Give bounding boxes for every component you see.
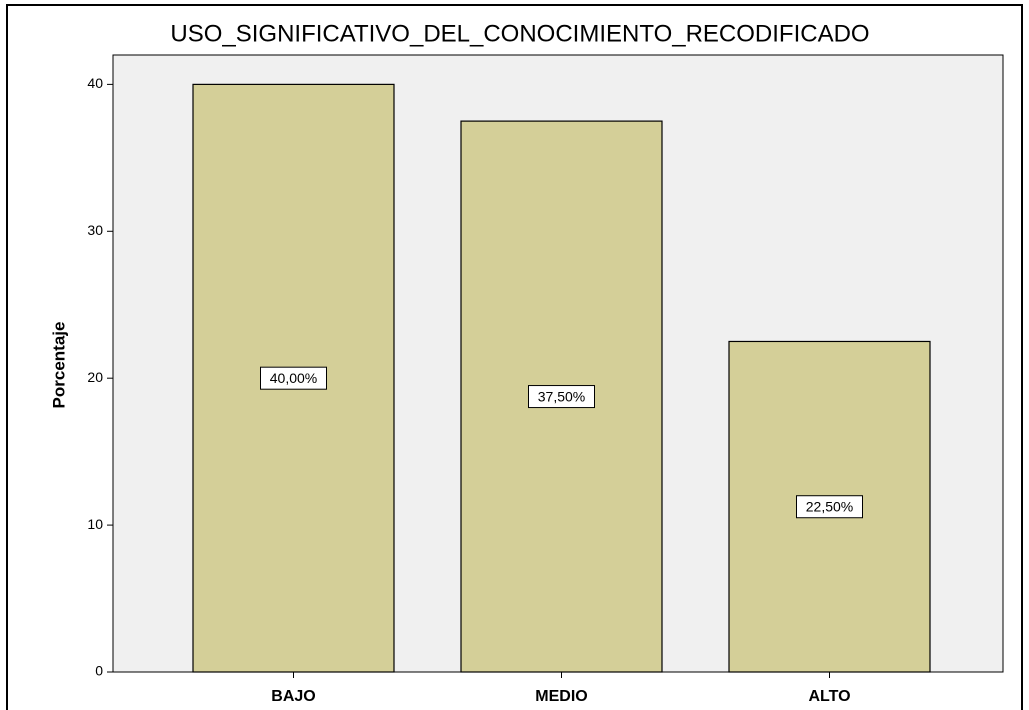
chart-title: USO_SIGNIFICATIVO_DEL_CONOCIMIENTO_RECOD… xyxy=(170,20,869,47)
x-tick-label: BAJO xyxy=(271,688,315,705)
x-tick-label: ALTO xyxy=(808,688,850,705)
y-axis-label: Porcentaje xyxy=(49,322,68,409)
y-tick-label: 30 xyxy=(87,222,103,238)
y-tick-label: 20 xyxy=(87,369,103,385)
value-label: 40,00% xyxy=(270,370,317,386)
y-tick-label: 0 xyxy=(95,663,103,679)
value-label: 37,50% xyxy=(538,388,585,404)
value-label: 22,50% xyxy=(806,498,853,514)
y-tick-label: 10 xyxy=(87,516,103,532)
x-tick-label: MEDIO xyxy=(535,688,587,705)
value-label-box xyxy=(528,385,595,409)
y-tick-label: 40 xyxy=(87,75,103,91)
value-label-box xyxy=(796,495,863,519)
value-label-box xyxy=(260,366,327,390)
